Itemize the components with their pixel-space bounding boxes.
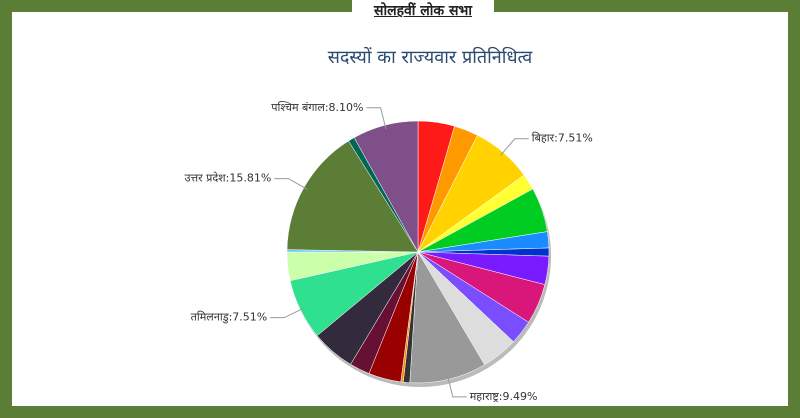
leader-line bbox=[447, 375, 467, 398]
leader-line bbox=[366, 107, 387, 130]
header-title: सोलहवीं लोक सभा bbox=[352, 0, 494, 24]
leader-line bbox=[500, 138, 529, 156]
slice-label: उत्तर प्रदेश:15.81% bbox=[184, 172, 271, 185]
leader-line bbox=[270, 307, 305, 319]
leader-line bbox=[274, 178, 308, 190]
slice-label: बिहार:7.51% bbox=[532, 132, 593, 145]
slice-label: पश्चिम बंगाल:8.10% bbox=[271, 101, 363, 114]
slice-label: महाराष्ट्र:9.49% bbox=[470, 390, 538, 403]
slice-label: तमिलनाडु:7.51% bbox=[191, 311, 268, 324]
chart-title: सदस्यों का राज्यवार प्रतिनिधित्व bbox=[328, 46, 534, 68]
